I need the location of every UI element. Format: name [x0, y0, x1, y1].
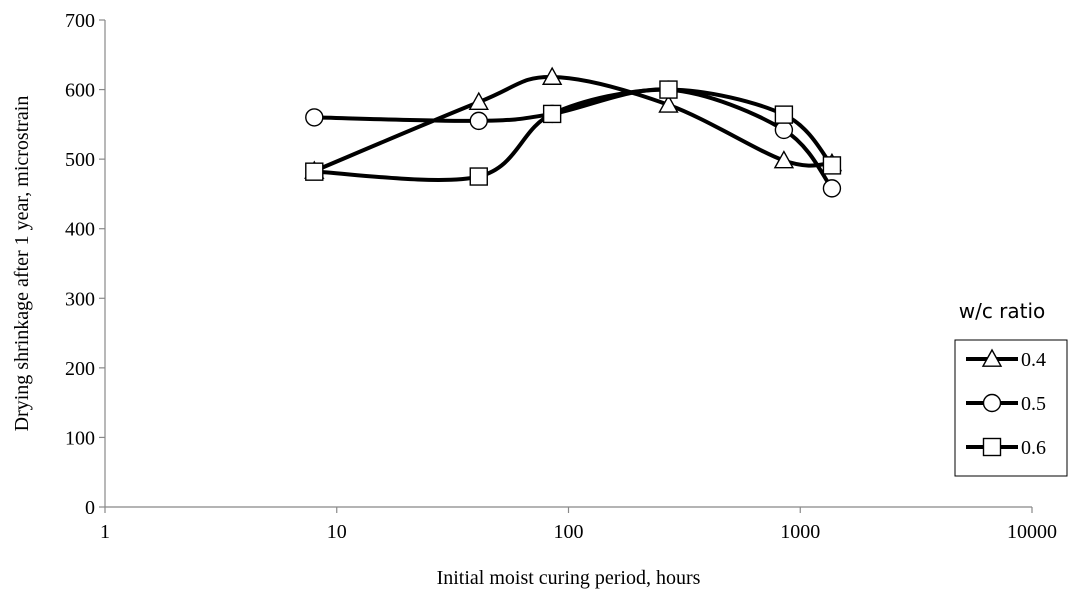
series-layer — [304, 66, 843, 198]
legend-item: 0.5 — [966, 393, 1046, 415]
legend-item: 0.4 — [966, 348, 1046, 371]
series-line — [313, 75, 833, 173]
square-marker — [659, 80, 678, 99]
square-marker — [774, 105, 794, 124]
x-tick-label: 10 — [327, 521, 347, 543]
x-tick-label: 1 — [100, 521, 110, 543]
triangle-marker — [541, 66, 563, 85]
y-tick-label: 100 — [65, 427, 95, 449]
square-marker — [982, 437, 1002, 457]
series-0.6 — [305, 80, 842, 186]
y-tick-label: 500 — [65, 149, 95, 171]
circle-marker — [982, 393, 1002, 413]
y-tick-label: 700 — [65, 10, 95, 32]
square-marker — [822, 156, 842, 175]
series-line — [314, 87, 834, 182]
axes: 0 100 200 300 400 500 600 700 1 10 100 1000 10000 — [65, 10, 1057, 543]
triangle-marker — [981, 348, 1003, 367]
y-tick-label: 400 — [65, 219, 95, 241]
x-tick-label: 10000 — [1007, 521, 1057, 543]
legend-label: 0.6 — [1021, 437, 1046, 459]
triangle-marker — [468, 91, 489, 110]
square-marker — [469, 167, 488, 186]
y-axis-title: Drying shrinkage after 1 year, microstra… — [11, 96, 33, 432]
legend: w/c ratio 0.4 0.5 0.6 — [954, 299, 1068, 477]
legend-title: w/c ratio — [959, 299, 1046, 323]
circle-marker — [774, 120, 794, 140]
x-axis-title: Initial moist curing period, hours — [437, 567, 701, 589]
circle-marker — [822, 179, 842, 198]
legend-label: 0.4 — [1021, 349, 1046, 371]
y-tick-label: 200 — [65, 358, 95, 380]
square-marker — [542, 104, 562, 124]
y-tick-label: 600 — [65, 80, 95, 102]
y-tick-label: 300 — [65, 288, 95, 310]
legend-item: 0.6 — [966, 437, 1046, 459]
x-tick-label: 100 — [554, 521, 584, 543]
x-tick-label: 1000 — [780, 521, 820, 543]
triangle-marker — [773, 150, 795, 169]
circle-marker — [469, 111, 488, 131]
legend-box — [954, 339, 1068, 477]
series-0.4 — [304, 66, 843, 179]
y-tick-label: 0 — [85, 497, 95, 519]
triangle-marker — [658, 94, 679, 113]
square-marker — [305, 162, 324, 181]
circle-marker — [305, 108, 324, 127]
legend-label: 0.5 — [1021, 393, 1046, 415]
